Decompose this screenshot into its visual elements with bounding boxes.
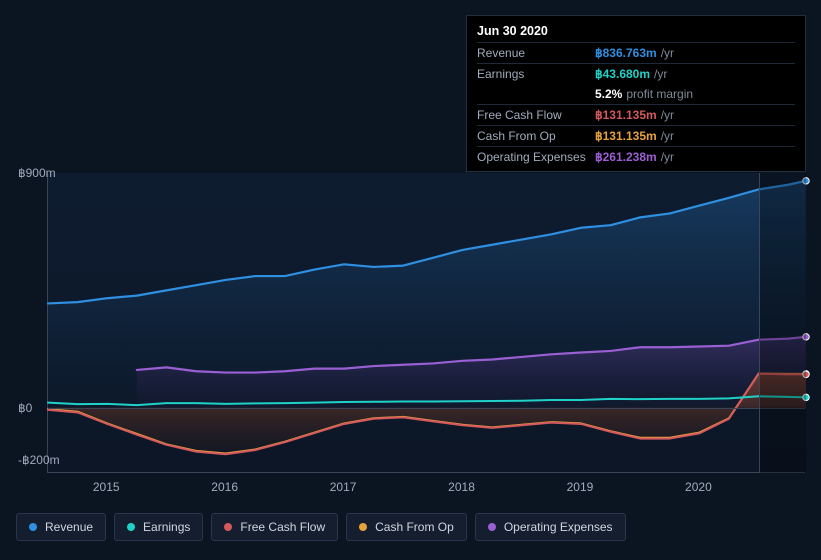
y-axis-label: ฿900m (18, 166, 56, 180)
x-axis-label: 2015 (93, 480, 120, 494)
legend-item[interactable]: Free Cash Flow (211, 513, 338, 541)
x-axis-label: 2017 (330, 480, 357, 494)
legend-item[interactable]: Operating Expenses (475, 513, 626, 541)
series-area (48, 181, 806, 408)
hover-shade (759, 173, 806, 473)
tooltip-metric-unit: /yr (661, 45, 674, 61)
hover-vertical-line (759, 173, 760, 473)
tooltip-metric-unit: /yr (661, 128, 674, 144)
legend-label: Free Cash Flow (240, 520, 325, 534)
chart-plot-area[interactable] (47, 173, 805, 473)
tooltip-metric-unit: /yr (661, 149, 674, 165)
legend: Revenue Earnings Free Cash Flow Cash From O… (16, 513, 626, 541)
tooltip-submetric-value: 5.2% (595, 86, 622, 102)
x-axis: 2015 2016 2017 2018 2019 2020 (47, 480, 805, 500)
legend-item[interactable]: Cash From Op (346, 513, 467, 541)
legend-dot-icon (127, 523, 135, 531)
legend-item[interactable]: Revenue (16, 513, 106, 541)
y-axis-label: ฿0 (18, 401, 32, 415)
legend-label: Revenue (45, 520, 93, 534)
chart-container: Jun 30 2020 Revenue฿836.763m/yrEarnings฿… (0, 0, 821, 560)
tooltip-row: Operating Expenses฿261.238m/yr (477, 146, 795, 167)
hover-tooltip: Jun 30 2020 Revenue฿836.763m/yrEarnings฿… (466, 15, 806, 172)
tooltip-subrow: 5.2%profit margin (477, 84, 795, 104)
x-axis-label: 2018 (448, 480, 475, 494)
legend-dot-icon (224, 523, 232, 531)
tooltip-metric-unit: /yr (654, 66, 667, 82)
tooltip-row: Cash From Op฿131.135m/yr (477, 125, 795, 146)
legend-dot-icon (488, 523, 496, 531)
tooltip-metric-value: ฿43.680m (595, 66, 650, 82)
tooltip-row: Earnings฿43.680m/yr (477, 63, 795, 84)
tooltip-row: Free Cash Flow฿131.135m/yr (477, 104, 795, 125)
tooltip-metric-unit: /yr (661, 107, 674, 123)
tooltip-submetric-text: profit margin (626, 86, 693, 102)
tooltip-metric-value: ฿131.135m (595, 128, 657, 144)
legend-label: Cash From Op (375, 520, 454, 534)
tooltip-metric-value: ฿131.135m (595, 107, 657, 123)
tooltip-metric-value: ฿836.763m (595, 45, 657, 61)
tooltip-metric-label: Free Cash Flow (477, 107, 595, 123)
legend-dot-icon (359, 523, 367, 531)
plot-svg (48, 173, 806, 473)
y-axis-label: -฿200m (18, 453, 60, 467)
legend-label: Earnings (143, 520, 190, 534)
tooltip-metric-label: Earnings (477, 66, 595, 82)
x-axis-label: 2019 (567, 480, 594, 494)
tooltip-date: Jun 30 2020 (477, 22, 795, 42)
tooltip-metric-label: Revenue (477, 45, 595, 61)
legend-label: Operating Expenses (504, 520, 613, 534)
tooltip-metric-label: Cash From Op (477, 128, 595, 144)
x-axis-label: 2016 (211, 480, 238, 494)
x-axis-label: 2020 (685, 480, 712, 494)
legend-dot-icon (29, 523, 37, 531)
tooltip-metric-label: Operating Expenses (477, 149, 595, 165)
legend-item[interactable]: Earnings (114, 513, 203, 541)
tooltip-metric-value: ฿261.238m (595, 149, 657, 165)
tooltip-row: Revenue฿836.763m/yr (477, 42, 795, 63)
zero-gridline (48, 408, 805, 409)
